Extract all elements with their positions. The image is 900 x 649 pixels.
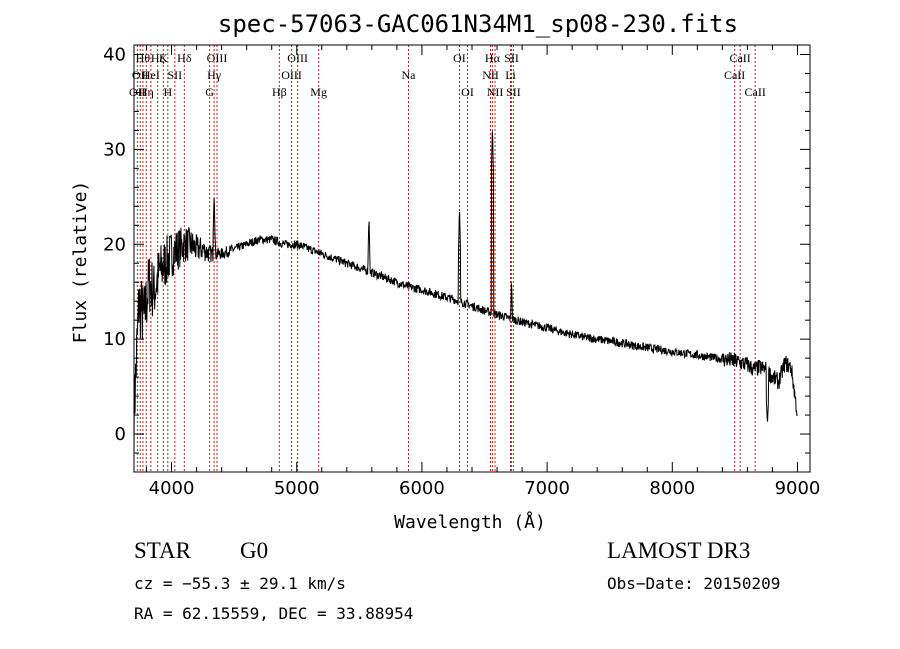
line-label: Hγ xyxy=(207,68,222,82)
line-label: NII xyxy=(482,68,499,82)
spectrum-line xyxy=(133,131,798,454)
line-markers xyxy=(136,45,756,472)
x-tick-label: 6000 xyxy=(399,478,445,499)
line-label: Hβ xyxy=(272,85,287,99)
line-label: Hζ xyxy=(151,51,165,65)
y-tick-label: 0 xyxy=(115,424,126,445)
line-label: OIII xyxy=(287,51,308,65)
x-tick-label: 4000 xyxy=(149,478,195,499)
line-label: Hα xyxy=(485,51,501,65)
line-label: Hη xyxy=(139,85,154,99)
line-label: Li xyxy=(505,68,516,82)
line-label: OII xyxy=(132,68,149,82)
axis-ticks xyxy=(134,45,810,473)
line-label: OI xyxy=(453,51,466,65)
line-label: OIII xyxy=(281,68,302,82)
object-class: STAR xyxy=(134,538,191,563)
chart-title: spec-57063-GAC061N34M1_sp08-230.fits xyxy=(218,10,738,38)
y-tick-label: 20 xyxy=(103,234,126,255)
plot-frame xyxy=(133,44,811,473)
line-label: Na xyxy=(402,68,417,82)
line-label: CaII xyxy=(729,51,750,65)
line-label: K xyxy=(159,51,168,65)
y-tick-labels: 0 10 20 30 40 xyxy=(103,44,126,445)
y-tick-label: 40 xyxy=(103,44,126,65)
coordinates: RA = 62.15559, DEC = 33.88954 xyxy=(134,604,414,623)
y-tick-label: 10 xyxy=(103,329,126,350)
y-axis-label: Flux (relative) xyxy=(70,181,91,344)
x-tick-label: 7000 xyxy=(524,478,570,499)
observation-date: Obs−Date: 20150209 xyxy=(607,574,781,593)
line-label: SII xyxy=(167,68,182,82)
line-label: SII xyxy=(506,85,521,99)
redshift-velocity: cz = −55.3 ± 29.1 km/s xyxy=(134,574,346,593)
x-axis-label: Wavelength (Å) xyxy=(394,511,546,533)
x-tick-labels: 4000 5000 6000 7000 8000 9000 xyxy=(149,478,821,499)
survey-name: LAMOST DR3 xyxy=(607,538,751,563)
line-label: G xyxy=(205,85,214,99)
y-tick-label: 30 xyxy=(103,139,126,160)
line-label: Mg xyxy=(310,85,327,99)
object-subclass: G0 xyxy=(240,538,269,563)
x-tick-label: 8000 xyxy=(649,478,695,499)
line-label: H xyxy=(163,85,172,99)
line-label: SII xyxy=(504,51,519,65)
line-label: NII xyxy=(487,85,504,99)
line-label: HeI xyxy=(142,68,160,82)
line-label: OIII xyxy=(207,51,228,65)
x-tick-label: 9000 xyxy=(775,478,821,499)
line-label: OI xyxy=(461,85,474,99)
line-label: Hδ xyxy=(177,51,192,65)
x-tick-label: 5000 xyxy=(274,478,320,499)
line-label: CaII xyxy=(724,68,745,82)
line-label: CaII xyxy=(745,85,766,99)
line-labels: OIIOIIHθHηHeIHζKHSIIHδGHγOIIIHβOIIIOIIIM… xyxy=(129,51,766,99)
line-label: Hθ xyxy=(136,51,151,65)
